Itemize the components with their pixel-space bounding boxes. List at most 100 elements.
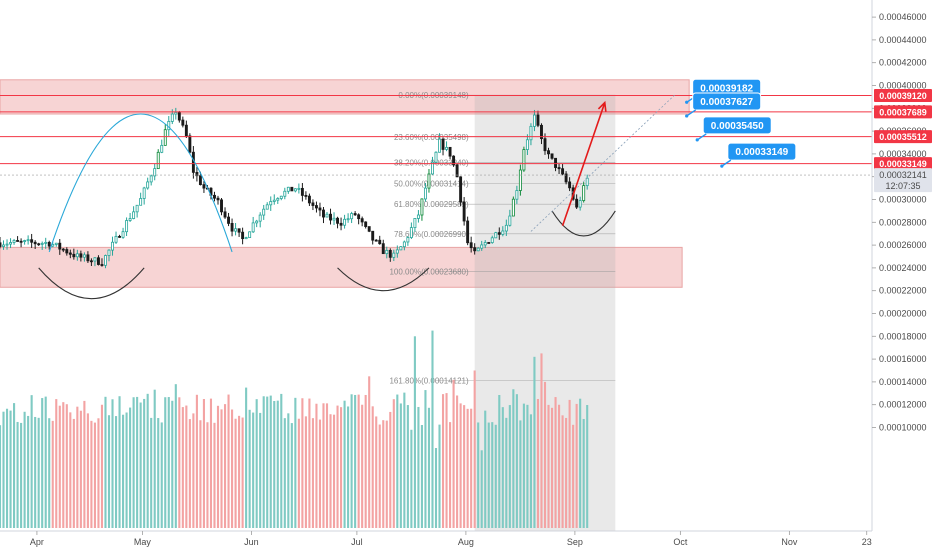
candle-body xyxy=(336,217,340,224)
price-callout[interactable]: 0.00037627 xyxy=(685,92,762,118)
volume-bar xyxy=(220,409,223,528)
candle-body xyxy=(575,198,579,208)
candle-body xyxy=(149,175,153,183)
volume-bar xyxy=(572,424,575,528)
callout-anchor-dot xyxy=(720,164,724,168)
candle-body xyxy=(311,202,315,206)
candle-body xyxy=(191,151,195,173)
volume-bar xyxy=(178,397,181,528)
candle-body xyxy=(480,244,484,249)
volume-bar xyxy=(318,419,322,528)
volume-bar xyxy=(150,417,153,528)
volume-bar xyxy=(413,336,416,528)
candle-body xyxy=(466,220,470,244)
volume-bar xyxy=(153,389,156,528)
volume-bar xyxy=(266,396,269,528)
price-tick-label: 0.00010000 xyxy=(879,422,927,432)
candle-body xyxy=(469,242,473,249)
candle-body xyxy=(399,246,403,251)
arc-drawing xyxy=(48,113,233,253)
candle-body xyxy=(125,220,129,233)
target-arrow xyxy=(561,102,606,226)
price-tick-label: 0.00046000 xyxy=(879,12,927,22)
level-tag xyxy=(874,157,932,171)
volume-bar xyxy=(157,418,160,528)
candle-body xyxy=(96,257,100,265)
candle-body xyxy=(68,252,72,255)
price-tags-layer: 0.00039120 0.00037689 0.00035512 0.00033149… xyxy=(874,89,932,193)
callout-pointer xyxy=(686,109,697,117)
price-axis[interactable]: 0.00046000 0.00044000 0.00042000 0.00040000… xyxy=(871,0,927,531)
volume-bar xyxy=(575,403,578,528)
volume-bar xyxy=(522,403,525,528)
candle-body xyxy=(455,164,459,178)
fib-label: 23.60%(0.00035498) xyxy=(394,133,469,142)
candle-body xyxy=(413,218,417,229)
time-tick-label: Jul xyxy=(351,537,363,547)
candle-body xyxy=(2,244,5,247)
volume-bar xyxy=(111,399,114,528)
candle-body xyxy=(343,218,347,226)
candle-body xyxy=(314,205,318,209)
volume-bar xyxy=(41,398,44,528)
volume-bar xyxy=(171,400,174,528)
callout-label: 0.00037627 xyxy=(700,97,753,108)
volume-bar xyxy=(139,402,142,528)
volume-bar xyxy=(167,397,170,528)
candle-body xyxy=(353,213,357,216)
candle-body xyxy=(184,124,188,137)
arrow-head xyxy=(597,100,607,112)
volume-bar xyxy=(543,381,547,528)
volume-bar xyxy=(132,397,135,528)
candle-body xyxy=(269,201,273,206)
price-callout[interactable]: 0.00033149 xyxy=(720,142,797,168)
volume-bar xyxy=(44,396,47,528)
candle-body xyxy=(156,151,160,170)
candle-body xyxy=(504,224,508,232)
volume-bar xyxy=(375,416,378,528)
price-callout[interactable]: 0.00035450 xyxy=(695,116,772,142)
time-axis[interactable]: Apr May Jun Jul Aug Sep Oct Nov 23 xyxy=(0,530,872,547)
candle-body xyxy=(532,114,536,127)
volume-bar xyxy=(164,397,167,528)
volume-bar xyxy=(93,422,96,528)
arc-drawing xyxy=(551,210,616,237)
volume-bar xyxy=(582,418,585,528)
candle-body xyxy=(0,242,2,247)
candle-body xyxy=(483,242,487,246)
callouts-layer[interactable]: 0.00039182 0.00037627 0.00035450 0.00033149 xyxy=(685,78,797,168)
volume-bar xyxy=(403,392,406,528)
candle-body xyxy=(279,195,283,199)
candle-body xyxy=(518,169,522,191)
volume-bar xyxy=(55,399,58,528)
candle-body xyxy=(170,113,174,122)
candle-body xyxy=(58,242,62,250)
candle-body xyxy=(318,207,322,211)
callout-pointer xyxy=(721,159,732,167)
volume-bar xyxy=(568,399,571,528)
volume-bar xyxy=(86,413,89,528)
candle-body xyxy=(121,231,125,238)
candle-body xyxy=(445,146,449,150)
volume-bar xyxy=(48,418,51,528)
volume-bar xyxy=(287,413,290,528)
candle-body xyxy=(30,239,34,243)
candle-body xyxy=(304,195,308,197)
volume-bar xyxy=(294,397,297,528)
candles-layer xyxy=(0,107,589,269)
volume-bar xyxy=(322,403,325,528)
candle-body xyxy=(322,209,325,218)
candle-body xyxy=(272,199,276,202)
candle-body xyxy=(244,237,248,240)
zones-layer xyxy=(0,79,690,288)
volume-bar xyxy=(480,450,483,528)
candle-body xyxy=(65,249,69,254)
volume-bar xyxy=(231,409,234,528)
price-tick-label: 0.00012000 xyxy=(879,400,927,410)
candle-body xyxy=(392,252,396,258)
candle-body xyxy=(360,218,364,223)
fib-label: 50.00%(0.00031414) xyxy=(394,179,469,188)
time-tick-label: Aug xyxy=(458,537,474,547)
candle-body xyxy=(332,217,336,221)
